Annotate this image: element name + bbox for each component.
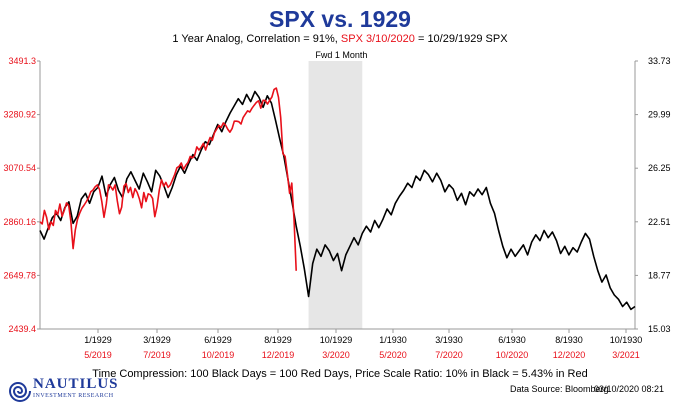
series-line-spx xyxy=(39,87,297,271)
annotation-label: Fwd 1 Month xyxy=(315,50,367,60)
x-tick-label-black: 6/1930 xyxy=(498,335,526,345)
right-tick-label: 18.77 xyxy=(648,270,671,280)
x-tick-label-black: 8/1930 xyxy=(555,335,583,345)
x-tick-label-red: 12/2020 xyxy=(553,350,586,360)
chart-title: SPX vs. 1929 xyxy=(269,6,411,32)
logo: NAUTILUS INVESTMENT RESEARCH xyxy=(8,376,128,406)
subtitle-red-part: SPX 3/10/2020 xyxy=(340,33,415,45)
x-tick-label-red: 5/2019 xyxy=(84,350,112,360)
nautilus-shell-icon xyxy=(8,382,31,402)
logo-name: NAUTILUS xyxy=(33,376,119,392)
data-source: Data Source: Bloomberg xyxy=(510,384,609,394)
x-tick-label-black: 10/1930 xyxy=(610,335,643,345)
right-tick-label: 29.99 xyxy=(648,110,671,120)
x-tick-label-black: 10/1929 xyxy=(320,335,353,345)
x-tick-label-red: 7/2019 xyxy=(143,350,171,360)
right-tick-label: 33.73 xyxy=(648,56,671,66)
right-tick-label: 15.03 xyxy=(648,324,671,334)
left-tick-label: 2649.78 xyxy=(3,270,36,280)
left-tick-label: 3280.92 xyxy=(3,110,36,120)
shaded-region xyxy=(308,61,363,329)
x-tick-label-black: 8/1929 xyxy=(264,335,292,345)
left-tick-label: 3491.3 xyxy=(8,56,36,66)
x-tick-label-red: 3/2021 xyxy=(612,350,640,360)
series-line-1929 xyxy=(39,90,636,311)
x-tick-label-red: 3/2020 xyxy=(322,350,350,360)
footer-note: Time Compression: 100 Black Days = 100 R… xyxy=(92,368,588,380)
subtitle-part-2: = 10/29/1929 SPX xyxy=(414,33,508,45)
timestamp: 03/10/2020 08:21 xyxy=(594,384,665,394)
x-tick-label-black: 1/1929 xyxy=(84,335,112,345)
left-tick-label: 3070.54 xyxy=(3,163,36,173)
chart-subtitle: 1 Year Analog, Correlation = 91%, SPX 3/… xyxy=(0,33,680,45)
left-tick-label: 2860.16 xyxy=(3,217,36,227)
x-tick-label-black: 6/1929 xyxy=(204,335,232,345)
left-tick-label: 2439.4 xyxy=(8,324,36,334)
chart-svg: Fwd 1 Month 3491.3 3280.92 3070.54 2860.16 26… xyxy=(3,50,671,360)
x-tick-label-red: 12/2019 xyxy=(262,350,295,360)
x-tick-label-black: 3/1929 xyxy=(143,335,171,345)
x-tick-label-red: 10/2019 xyxy=(202,350,235,360)
right-tick-label: 22.51 xyxy=(648,217,671,227)
right-tick-label: 26.25 xyxy=(648,163,671,173)
subtitle-part-1: 1 Year Analog, Correlation = 91%, xyxy=(172,33,341,45)
x-tick-label-red: 5/2020 xyxy=(379,350,407,360)
logo-tagline: INVESTMENT RESEARCH xyxy=(33,393,114,399)
x-tick-label-black: 3/1930 xyxy=(435,335,463,345)
x-tick-label-red: 7/2020 xyxy=(435,350,463,360)
x-tick-label-black: 1/1930 xyxy=(379,335,407,345)
x-tick-label-red: 10/2020 xyxy=(496,350,529,360)
